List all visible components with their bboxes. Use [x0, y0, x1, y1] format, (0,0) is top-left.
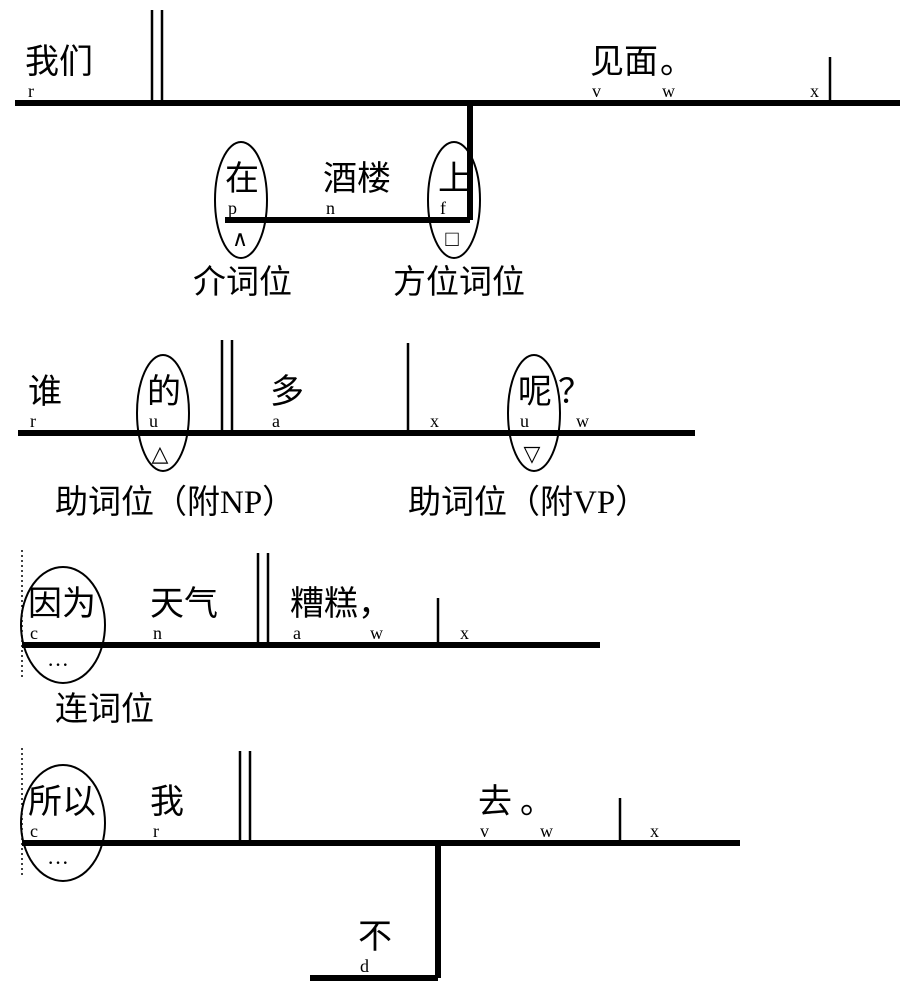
slot-label: 助词位（附NP） — [55, 484, 295, 521]
slot-marker: △ — [152, 441, 169, 466]
word-text: 天气 — [150, 585, 218, 623]
pos-tag: v — [480, 821, 489, 841]
word-text: 上 — [438, 161, 472, 198]
word-text: 我们 — [25, 43, 93, 81]
slot-label: 连词位 — [55, 691, 154, 728]
slot-marker: ∧ — [232, 226, 248, 251]
pos-tag: a — [272, 411, 280, 431]
slot-label: 方位词位 — [393, 264, 525, 301]
pos-tag: x — [460, 623, 469, 643]
pos-tag: x — [650, 821, 659, 841]
slot-marker: ··· — [47, 652, 69, 677]
pos-tag: c — [30, 623, 38, 643]
word-text: 不 — [358, 919, 392, 956]
slot-label: 助词位（附VP） — [408, 484, 648, 521]
pos-tag: w — [576, 411, 589, 431]
pos-tag: w — [370, 623, 383, 643]
pos-tag: w — [662, 81, 675, 101]
pos-tag: r — [28, 81, 34, 101]
pos-tag: x — [810, 81, 819, 101]
pos-tag: d — [360, 956, 369, 976]
pos-tag: r — [153, 821, 159, 841]
pos-tag: n — [153, 623, 162, 643]
word-text: 去 — [478, 783, 512, 821]
word-text: 酒楼 — [323, 160, 391, 198]
pos-tag: r — [30, 411, 36, 431]
word-text: 因为 — [28, 586, 96, 623]
word-text: ？ — [558, 374, 592, 411]
pos-tag: c — [30, 821, 38, 841]
pos-tag: a — [293, 623, 301, 643]
pos-tag: u — [149, 411, 158, 431]
word-text: 谁 — [28, 374, 62, 411]
word-text: 。 — [660, 44, 694, 81]
pos-tag: w — [540, 821, 553, 841]
word-text: 呢 — [518, 374, 552, 411]
pos-tag: p — [228, 198, 237, 218]
word-text: 多 — [270, 373, 304, 411]
pos-tag: x — [430, 411, 439, 431]
word-text: 糟糕 — [290, 585, 358, 623]
slot-marker: ··· — [47, 850, 69, 875]
word-text: 我 — [150, 784, 184, 821]
pos-tag: n — [326, 198, 335, 218]
word-text: 见面 — [590, 44, 658, 81]
word-text: ， — [358, 586, 392, 623]
pos-tag: v — [592, 81, 601, 101]
word-text: 在 — [225, 160, 259, 198]
word-text: 所以 — [28, 784, 96, 821]
pos-tag: f — [440, 198, 446, 218]
slot-marker: □ — [445, 226, 458, 251]
slot-marker: ▽ — [524, 441, 541, 466]
word-text: 。 — [520, 784, 554, 821]
word-text: 的 — [147, 373, 181, 411]
pos-tag: u — [520, 411, 529, 431]
slot-label: 介词位 — [193, 264, 292, 301]
